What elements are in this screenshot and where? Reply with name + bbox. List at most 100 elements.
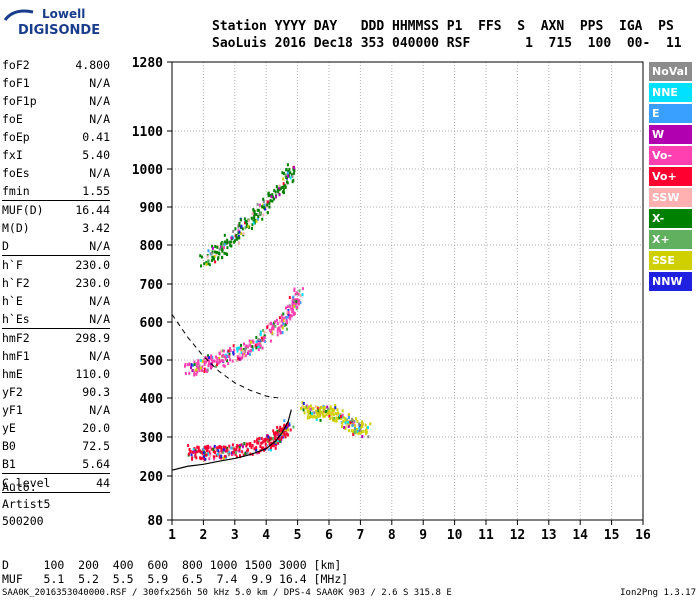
param-value: 298.9 xyxy=(75,331,110,345)
data-point xyxy=(287,314,290,318)
data-point xyxy=(278,193,281,197)
data-point xyxy=(218,356,221,360)
data-point xyxy=(290,307,293,311)
data-point xyxy=(208,457,211,461)
y-tick-label: 1100 xyxy=(132,125,163,140)
data-point xyxy=(212,257,215,261)
data-point xyxy=(197,446,200,450)
data-point xyxy=(236,444,239,448)
data-point xyxy=(210,259,213,263)
data-point xyxy=(282,182,285,186)
data-point xyxy=(218,451,221,455)
data-point xyxy=(211,250,214,254)
param-name: foF1 xyxy=(2,76,30,90)
param-row: foE N/A xyxy=(2,110,110,128)
data-point xyxy=(290,173,293,177)
x-tick-label: 13 xyxy=(541,528,557,543)
data-point xyxy=(347,425,350,429)
data-point xyxy=(267,192,270,196)
data-point xyxy=(222,353,225,357)
data-point xyxy=(273,434,276,438)
data-point xyxy=(205,445,208,449)
data-point xyxy=(285,175,288,179)
data-point xyxy=(256,451,259,455)
data-point xyxy=(281,190,284,194)
data-point xyxy=(227,453,230,457)
data-point xyxy=(268,436,271,440)
data-point xyxy=(197,449,200,453)
data-point xyxy=(234,452,237,456)
data-point xyxy=(259,211,262,215)
x-tick-label: 4 xyxy=(262,528,270,543)
data-point xyxy=(209,445,212,449)
data-point xyxy=(253,216,256,220)
data-point xyxy=(286,171,289,175)
data-point xyxy=(272,437,275,441)
data-point xyxy=(287,169,290,173)
data-point xyxy=(294,292,297,296)
data-point xyxy=(355,417,358,421)
data-point xyxy=(216,360,219,364)
data-point xyxy=(295,300,298,304)
data-point xyxy=(364,432,367,436)
param-separator xyxy=(2,255,110,256)
data-point xyxy=(248,442,251,446)
data-point xyxy=(237,231,240,235)
data-point xyxy=(226,359,229,363)
data-point xyxy=(243,217,246,221)
data-point xyxy=(277,191,280,195)
data-point xyxy=(286,327,289,331)
data-point xyxy=(276,432,279,436)
data-point xyxy=(230,236,233,240)
data-point xyxy=(248,343,251,347)
param-value: N/A xyxy=(89,349,110,363)
data-point xyxy=(332,418,335,422)
data-point xyxy=(220,454,223,458)
legend: NoVal NNE E W Vo- Vo+ SSW X- X+ SSE NNW xyxy=(649,62,692,293)
header-line2: SaoLuis 2016 Dec18 353 040000 RSF 1 715 … xyxy=(212,36,682,51)
data-point xyxy=(286,305,289,309)
data-point xyxy=(224,355,227,359)
data-point xyxy=(283,433,286,437)
data-point xyxy=(215,252,218,256)
legend-item-x-: X- xyxy=(649,209,692,228)
data-point xyxy=(308,416,311,420)
data-point xyxy=(253,212,256,216)
data-point xyxy=(232,351,235,355)
data-point xyxy=(191,456,194,460)
data-point xyxy=(250,446,253,450)
data-point xyxy=(216,448,219,452)
data-point xyxy=(198,366,201,370)
param-row: MUF(D) 16.44 xyxy=(2,201,110,219)
legend-item-vo-: Vo+ xyxy=(649,167,692,186)
data-point xyxy=(201,360,204,364)
data-point xyxy=(239,347,242,351)
param-name: D xyxy=(2,239,9,253)
data-point xyxy=(269,448,272,452)
data-point xyxy=(287,312,290,316)
data-point xyxy=(285,319,288,323)
data-point xyxy=(245,224,248,228)
data-point xyxy=(258,213,261,217)
data-point xyxy=(187,452,190,456)
data-point xyxy=(260,339,263,343)
data-point xyxy=(311,412,314,416)
data-point xyxy=(351,423,354,427)
data-point xyxy=(266,211,269,215)
data-point xyxy=(307,414,310,418)
data-point xyxy=(284,428,287,432)
data-point xyxy=(207,446,210,450)
data-point xyxy=(323,410,326,414)
data-point xyxy=(262,338,265,342)
data-point xyxy=(349,421,352,425)
data-point xyxy=(294,304,297,308)
param-value: N/A xyxy=(89,166,110,180)
data-point xyxy=(361,434,364,438)
data-point xyxy=(272,324,275,328)
data-point xyxy=(196,361,199,365)
param-name: B1 xyxy=(2,457,16,471)
data-point xyxy=(238,236,241,240)
data-point xyxy=(361,423,364,427)
data-point xyxy=(216,452,219,456)
data-point xyxy=(268,201,271,205)
